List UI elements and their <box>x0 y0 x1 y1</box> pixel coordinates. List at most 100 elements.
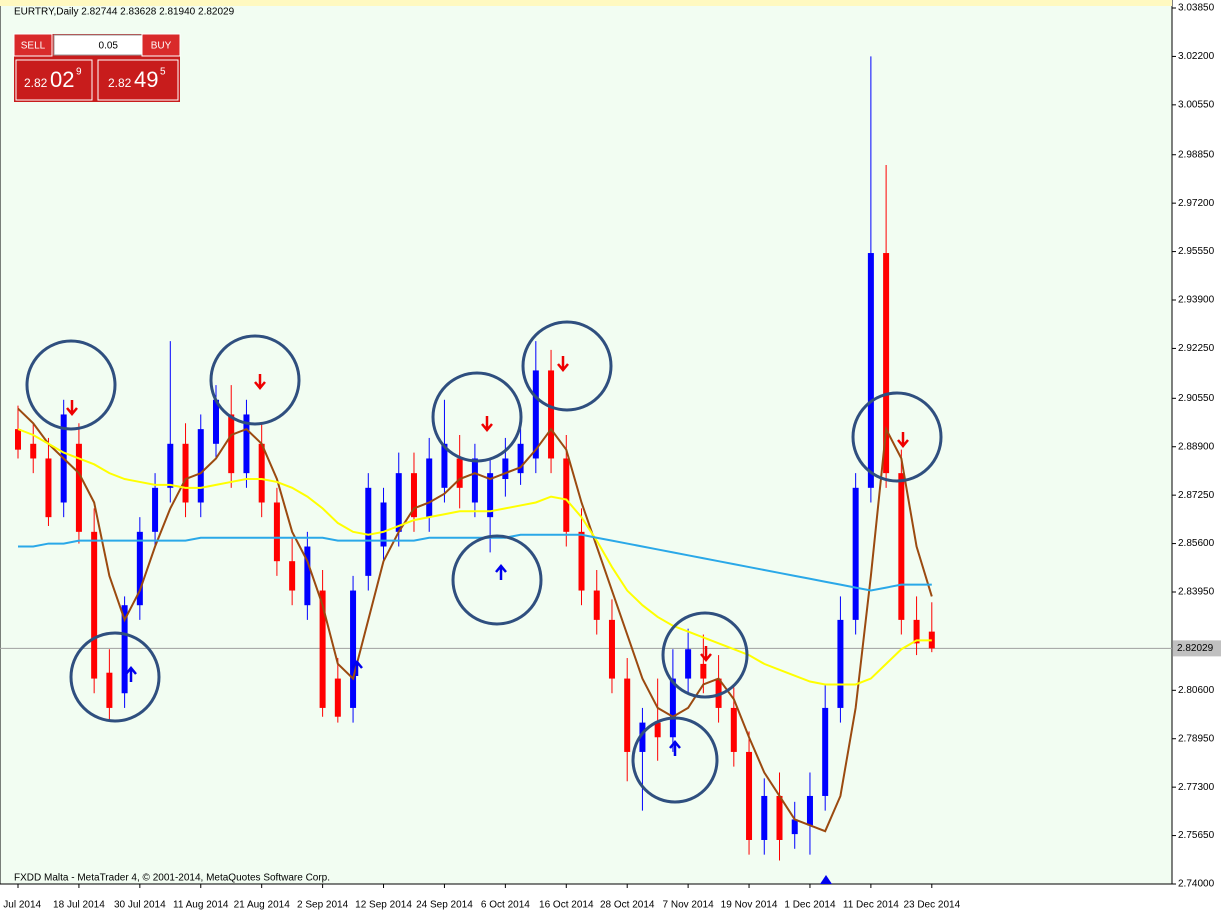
candle-body <box>761 795 768 840</box>
candle-body <box>867 253 874 488</box>
buy-pips: 49 <box>134 67 158 92</box>
x-tick-label: 30 Jul 2014 <box>114 900 166 911</box>
candle-body <box>106 672 113 708</box>
candle-body <box>502 458 509 480</box>
sell-arrow <box>897 432 909 448</box>
candle-body <box>715 678 722 708</box>
circle <box>209 334 301 426</box>
candle-body <box>319 590 326 708</box>
x-tick-label: 11 Dec 2014 <box>843 900 899 911</box>
moving-average <box>18 533 932 592</box>
x-tick-label: 16 Oct 2014 <box>539 900 594 911</box>
candle-body <box>608 619 615 679</box>
symbol-info: EURTRY,Daily 2.82744 2.83628 2.81940 2.8… <box>14 7 235 18</box>
buy-arrow <box>495 564 507 580</box>
candle-body <box>152 487 159 532</box>
candle-body <box>852 487 859 620</box>
y-tick-label: 3.02200 <box>1178 51 1215 62</box>
y-tick-label: 3.00550 <box>1178 99 1215 110</box>
buy-frac: 5 <box>160 67 166 78</box>
candle-body <box>426 458 433 518</box>
y-tick-label: 2.88900 <box>1178 441 1215 452</box>
x-tick-label: 7 Nov 2014 <box>663 900 715 911</box>
candle-body <box>730 707 737 752</box>
candle-body <box>30 443 37 459</box>
price-label: 2.82029 <box>1177 643 1214 654</box>
sell-price[interactable] <box>15 59 93 101</box>
candle-body <box>700 663 707 679</box>
candle-body <box>228 414 235 474</box>
y-tick-label: 3.03850 <box>1178 3 1215 14</box>
candle-body <box>517 443 524 474</box>
candle-body <box>212 399 219 444</box>
top-strip <box>0 0 1172 6</box>
x-tick-label: 8 Jul 2014 <box>0 900 42 911</box>
buy-label: BUY <box>151 41 172 52</box>
circle <box>69 631 161 723</box>
candle-body <box>395 473 402 532</box>
buy-button[interactable] <box>141 33 181 57</box>
sell-button[interactable] <box>13 33 53 57</box>
candle-body <box>334 678 341 717</box>
candle-body <box>532 370 539 459</box>
candle-body <box>380 502 387 547</box>
candle-body <box>365 487 372 576</box>
candle-body <box>639 722 646 752</box>
candle-body <box>91 531 98 679</box>
trade-panel: SELL 0.05 BUY 2.82 02 9 2.82 49 5 <box>13 33 181 102</box>
candle-body <box>410 473 417 518</box>
candle-body <box>350 590 357 708</box>
candle-body <box>913 619 920 644</box>
x-tick-label: 1 Dec 2014 <box>784 900 836 911</box>
candle-body <box>624 678 631 752</box>
signal-circles <box>25 320 943 804</box>
x-tick-label: 6 Oct 2014 <box>481 900 530 911</box>
candle-body <box>441 443 448 488</box>
y-tick-label: 2.75650 <box>1178 830 1215 841</box>
candle-body <box>75 443 82 532</box>
circle <box>631 716 719 804</box>
y-tick-label: 2.80600 <box>1178 685 1215 696</box>
candle-body <box>289 561 296 591</box>
candle-body <box>471 458 478 503</box>
buy-price[interactable] <box>97 59 179 101</box>
moving-average <box>17 428 932 686</box>
candle-body <box>45 458 52 518</box>
y-tick-label: 2.87250 <box>1178 490 1215 501</box>
candle-body <box>822 707 829 796</box>
candle-body <box>182 443 189 503</box>
candle-body <box>669 678 676 738</box>
price-label-bg <box>1173 640 1221 657</box>
candle-body <box>563 458 570 532</box>
lot-value: 0.05 <box>99 41 119 52</box>
candle-body <box>685 649 692 679</box>
circle <box>25 339 117 431</box>
y-tick-label: 2.97200 <box>1178 198 1215 209</box>
y-tick-label: 2.95550 <box>1178 246 1215 257</box>
candle-body <box>15 429 21 450</box>
sell-arrow <box>254 374 266 390</box>
plot <box>0 56 1172 861</box>
y-tick-label: 2.90550 <box>1178 393 1215 404</box>
sell-arrow <box>66 400 78 416</box>
circle <box>851 391 943 483</box>
sell-pips: 02 <box>50 67 74 92</box>
buy-big: 2.82 <box>108 76 132 90</box>
y-tick-label: 2.78950 <box>1178 733 1215 744</box>
footer: FXDD Malta - MetaTrader 4, © 2001-2014, … <box>14 873 330 884</box>
candle-body <box>456 458 463 488</box>
candle-body <box>776 795 783 840</box>
sell-big: 2.82 <box>24 76 48 90</box>
signal-arrows <box>66 356 909 884</box>
x-tick-label: 28 Oct 2014 <box>600 900 655 911</box>
candle-body <box>806 795 813 826</box>
y-tick-label: 2.74000 <box>1178 879 1215 890</box>
buy-arrow <box>669 740 681 756</box>
chart-area <box>0 0 1173 885</box>
candle-body <box>136 531 143 606</box>
candle-body <box>593 590 600 620</box>
candle-body <box>654 722 661 738</box>
candle-body <box>746 751 753 840</box>
